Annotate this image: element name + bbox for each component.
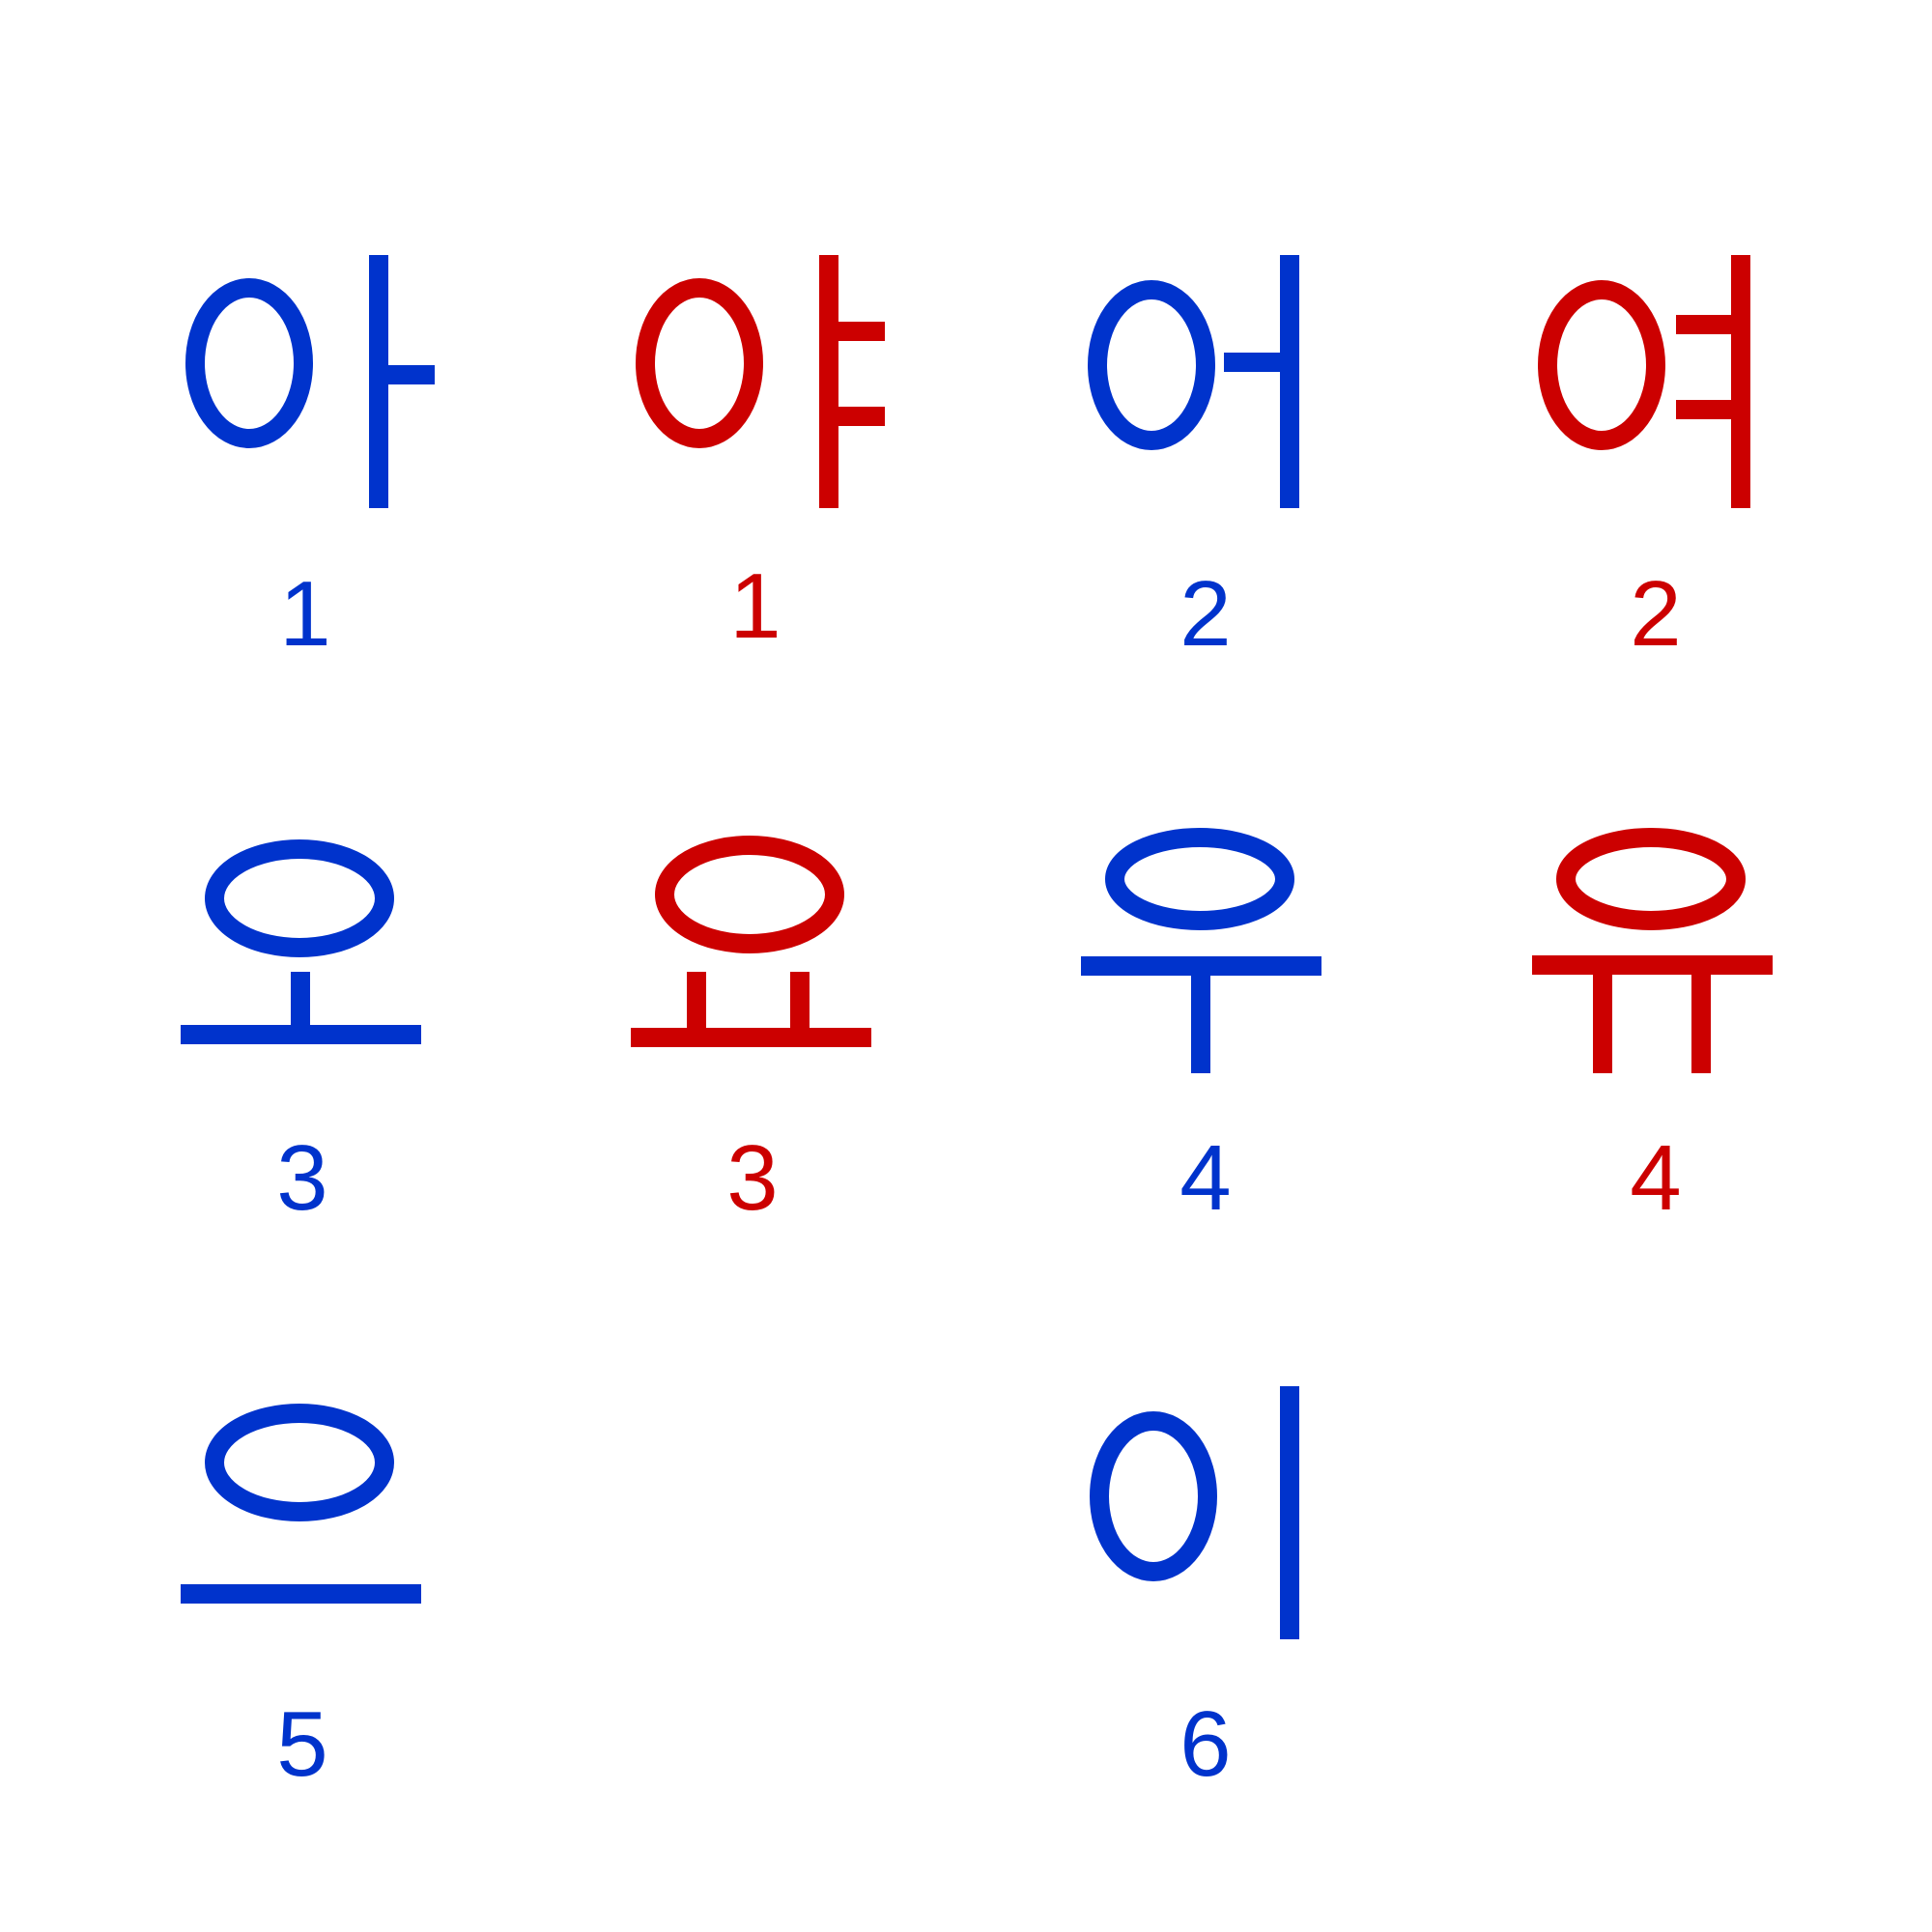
- vowel-yeo-glyph: [1538, 255, 1750, 508]
- vowel-char: 어: [1151, 303, 1236, 407]
- vowel-char: 우: [1200, 796, 1285, 899]
- vowel-char: 야: [699, 303, 784, 407]
- vowel-yo-number: 3: [726, 1126, 778, 1230]
- vowel-ya-number: 1: [729, 554, 781, 658]
- vowel-yo-glyph: [631, 836, 871, 1047]
- vowel-i-glyph: [1090, 1386, 1299, 1639]
- vowel-o-number: 3: [276, 1126, 327, 1230]
- vowel-yu-glyph: [1532, 828, 1773, 1073]
- vowel-eu-number: 5: [276, 1692, 327, 1796]
- vowel-u-glyph: [1081, 828, 1321, 1073]
- vowel-eo-number: 2: [1179, 562, 1231, 666]
- vowel-eu-glyph: [181, 1404, 421, 1604]
- vowel-u-number: 4: [1179, 1126, 1231, 1230]
- vowel-yeo-number: 2: [1630, 562, 1681, 666]
- vowel-char: 이: [1153, 1413, 1238, 1517]
- vowel-char: 요: [750, 815, 835, 919]
- vowel-a-glyph: [185, 255, 435, 508]
- vowel-char: 오: [299, 815, 384, 919]
- vowel-char: 으: [299, 1379, 384, 1483]
- vowel-char: 유: [1651, 796, 1736, 899]
- vowel-i-number: 6: [1179, 1692, 1231, 1796]
- vowel-char: 여: [1602, 303, 1687, 407]
- vowel-yu-number: 4: [1630, 1126, 1681, 1230]
- vowel-o-glyph: [181, 839, 421, 1044]
- vowel-a-number: 1: [279, 562, 330, 666]
- vowel-ya-glyph: [636, 255, 885, 508]
- vowel-eo-glyph: [1088, 255, 1299, 508]
- vowel-char: 아: [249, 303, 334, 407]
